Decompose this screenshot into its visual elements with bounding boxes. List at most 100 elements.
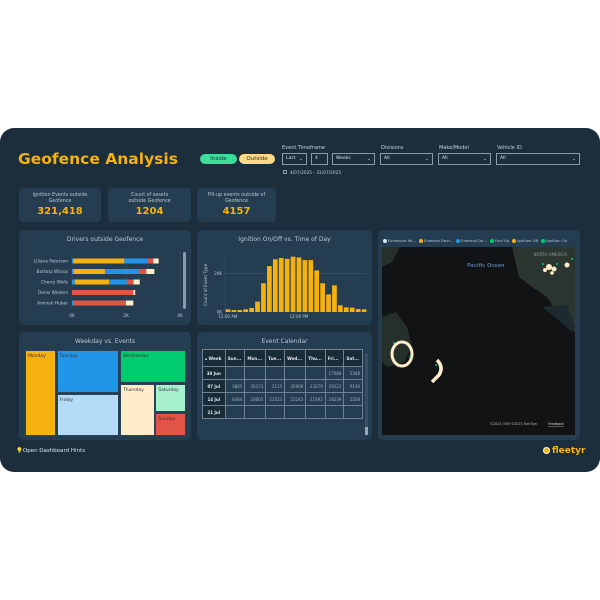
bar-segment-blue	[109, 279, 127, 285]
timeframe-unit-dropdown[interactable]: Weeks ⌄	[332, 153, 375, 165]
column-header[interactable]: Tue...	[265, 349, 286, 367]
scrollbar[interactable]	[365, 353, 368, 435]
bar-segment-cream	[126, 300, 134, 306]
value-cell: 18239	[324, 392, 345, 406]
kpi-label: Fill-up events outside of Geofence	[207, 193, 266, 204]
bar-segment-red	[72, 290, 134, 295]
legend-item[interactable]: Ignition On	[541, 238, 567, 243]
value-cell	[265, 405, 286, 419]
feedback-link[interactable]: Feedback	[548, 422, 564, 426]
bar-segment-blue	[72, 300, 74, 306]
make-model-value: All	[442, 156, 448, 161]
histogram-bar	[302, 260, 308, 312]
map-panel: Excessive Idl... External Devi... External…	[378, 230, 580, 440]
x-tick-label: 0K	[69, 313, 75, 319]
driver-name: Denis Winters	[38, 290, 69, 296]
value-cell: 20373	[244, 379, 267, 393]
calendar-icon	[283, 170, 287, 174]
inside-toggle[interactable]: Inside	[200, 154, 237, 164]
asia-land	[382, 247, 400, 267]
histogram-bar	[332, 285, 337, 312]
table-row: 21 Jul	[202, 405, 363, 419]
treemap-cell-thursday[interactable]: Thursday	[119, 383, 155, 436]
treemap-cell-wednesday[interactable]: Wednesday	[119, 350, 186, 384]
chevron-down-icon: ⌄	[482, 156, 487, 162]
value-cell: 2115	[265, 379, 286, 393]
divisions-dropdown[interactable]: All ⌄	[380, 153, 433, 165]
y-tick-label: 0K	[217, 310, 223, 315]
x-tick-label: 12:00 PM	[290, 314, 309, 319]
treemap-cell-monday[interactable]: Monday	[25, 350, 57, 436]
logo-icon	[543, 447, 550, 454]
kpi-value: 4157	[222, 206, 251, 217]
legend-label: External Devi...	[424, 238, 454, 243]
panel-title: Event Calendar	[261, 338, 308, 345]
bar-segment-red	[147, 258, 154, 264]
column-header[interactable]: Wed...	[284, 349, 307, 367]
legend-item[interactable]: Excessive Idl...	[383, 238, 416, 243]
scrollbar[interactable]	[183, 252, 186, 309]
legend-item[interactable]: Fuel Up	[490, 238, 509, 243]
date-range-text: 4/07/2025 - 31/07/2025	[290, 171, 342, 176]
legend-dot-icon	[512, 238, 517, 243]
kpi-label: Ignition Events outside Geofence	[32, 193, 88, 204]
value-cell: 5508	[343, 392, 363, 406]
histogram-bar	[261, 283, 266, 312]
value-cell	[265, 366, 286, 380]
bar-segment-cream	[133, 279, 140, 285]
histogram-bar	[225, 309, 231, 312]
column-header[interactable]: Sun...	[224, 349, 246, 367]
driver-name: Aminah Huber	[37, 301, 68, 307]
legend-label: Ignition On	[546, 238, 568, 243]
legend-item[interactable]: Ignition Off	[512, 238, 538, 243]
column-header[interactable]: Sat...	[343, 349, 363, 367]
treemap-cell-friday[interactable]: Friday	[56, 393, 120, 436]
column-header[interactable]: ▴ Week	[202, 349, 226, 367]
bar-segment-orange	[73, 258, 125, 264]
timeframe-count-input[interactable]: 4	[311, 153, 328, 165]
column-header[interactable]: Fri...	[324, 349, 345, 367]
australia-land	[382, 312, 412, 367]
value-cell: 17088	[324, 366, 345, 380]
drivers-panel: Drivers outside Geofence 0K 2K 4K Liliana P…	[19, 230, 191, 325]
treemap-cell-tuesday[interactable]: Tuesday	[56, 350, 120, 393]
x-tick-label: 2K	[123, 313, 129, 319]
value-cell	[284, 366, 307, 380]
panel-title: Weekday vs. Events	[74, 338, 136, 345]
column-header[interactable]: Thu...	[305, 349, 326, 367]
value-cell	[324, 405, 345, 419]
dashboard-hints-link[interactable]: 💡Open Dashboard Hints	[16, 448, 85, 454]
outside-toggle[interactable]: Outside	[239, 154, 275, 164]
value-cell	[343, 405, 363, 419]
table-row: 07 Jul 3805 20373 2115 20908 23279 29222 9140	[202, 379, 363, 393]
chevron-down-icon: ⌄	[571, 156, 576, 162]
legend-dot-icon	[490, 238, 495, 243]
histogram-bar	[243, 309, 249, 312]
value-cell: 3805	[224, 379, 246, 393]
page-title: Geofence Analysis	[18, 150, 178, 168]
kpi-label: Count of assets outside Geofence	[128, 193, 171, 204]
bar-segment-blue	[72, 269, 74, 274]
make-model-dropdown[interactable]: All ⌄	[438, 153, 491, 165]
legend-item[interactable]: External Devi...	[419, 238, 453, 243]
driver-name: Liliana Peterson	[34, 259, 68, 265]
value-cell	[224, 405, 246, 419]
legend-item[interactable]: External De...	[456, 238, 487, 243]
treemap-cell-sunday[interactable]: Sunday	[155, 412, 186, 436]
week-cell: 21 Jul	[202, 405, 226, 419]
histogram-bar	[314, 270, 320, 312]
histogram-bar	[272, 259, 278, 312]
timeframe-label: Event Timeframe	[282, 145, 325, 151]
histogram-bar	[349, 307, 355, 312]
column-header[interactable]: Mon...	[244, 349, 267, 367]
map[interactable]: NORTH AMERICA Pacific Ocean ©2025 OSM ©2…	[382, 247, 575, 435]
histogram-bar	[290, 256, 296, 312]
y-tick-label: 20K	[214, 271, 222, 276]
driver-name: Bartosz Wilcox	[37, 269, 69, 275]
value-cell: 9140	[343, 379, 363, 393]
timeframe-mode-dropdown[interactable]: Last ⌄	[282, 153, 307, 165]
histogram-bar	[308, 260, 314, 312]
vehicle-id-dropdown[interactable]: All ⌄	[496, 153, 580, 165]
treemap-cell-saturday[interactable]: Saturday	[155, 383, 186, 413]
kpi-value: 1204	[135, 206, 164, 217]
